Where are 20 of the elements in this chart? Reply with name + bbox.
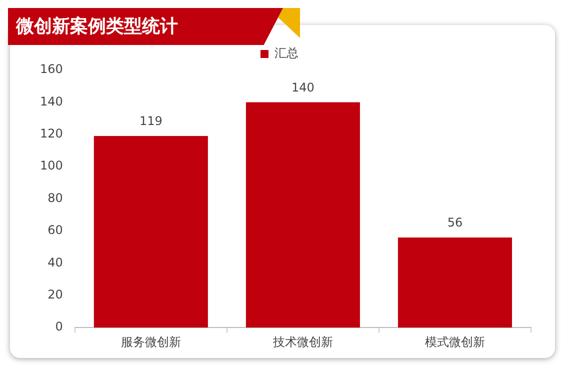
y-tick-label: 100 xyxy=(40,158,63,173)
y-tick-label: 60 xyxy=(48,223,63,238)
x-tick-label: 模式微创新 xyxy=(424,334,485,349)
y-tick-label: 140 xyxy=(40,94,63,108)
y-tick-label: 0 xyxy=(55,320,63,334)
y-tick-label: 120 xyxy=(40,126,63,141)
y-tick-label: 160 xyxy=(40,62,63,76)
x-tick-label: 技术微创新 xyxy=(272,334,333,349)
y-tick-label: 80 xyxy=(48,190,63,205)
bar xyxy=(94,136,208,328)
legend-label: 汇总 xyxy=(274,46,298,60)
data-label: 56 xyxy=(447,216,463,230)
bar xyxy=(246,102,360,328)
y-tick-label: 40 xyxy=(48,255,63,270)
y-tick-label: 20 xyxy=(48,288,63,302)
data-label: 140 xyxy=(292,80,314,94)
chart-title: 微创新案例类型统计 xyxy=(8,8,283,45)
x-tick-label: 服务微创新 xyxy=(120,334,181,349)
bar xyxy=(398,237,512,328)
data-label: 119 xyxy=(139,114,162,128)
